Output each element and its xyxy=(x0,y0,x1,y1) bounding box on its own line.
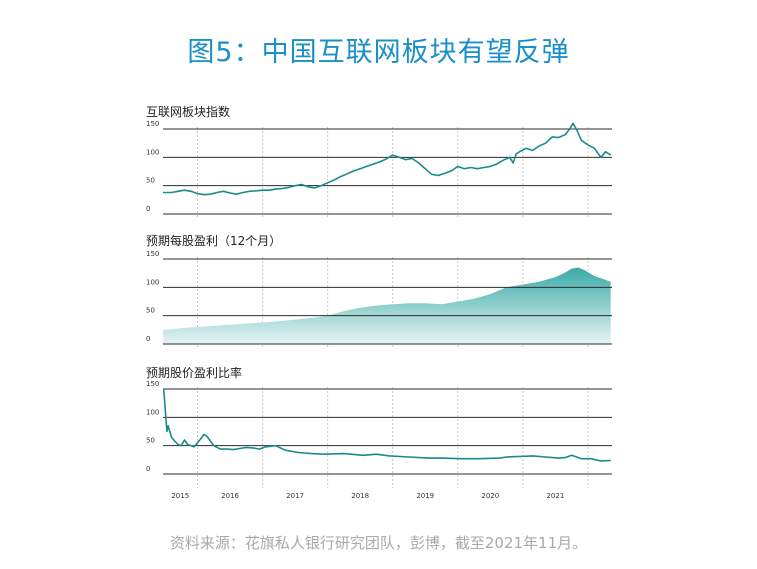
x-tick-label: 2020 xyxy=(481,492,499,500)
y-tick-label: 150 xyxy=(146,120,159,128)
y-tick-label: 100 xyxy=(146,408,159,416)
y-tick-label: 50 xyxy=(146,307,155,315)
x-tick-label: 2017 xyxy=(286,492,304,500)
index-panel: 互联网板块指数 150 100 50 0 xyxy=(146,104,612,218)
y-tick-label: 50 xyxy=(146,177,155,185)
x-tick-label: 2015 xyxy=(171,492,189,500)
y-tick-label: 0 xyxy=(146,465,150,473)
panel-title-pe: 预期股价盈利比率 xyxy=(146,365,242,380)
eps-panel: 预期每股盈利（12个月） 150 100 50 0 xyxy=(146,233,612,348)
source-note: 资料来源：花旗私人银行研究团队，彭博，截至2021年11月。 xyxy=(169,534,588,552)
x-tick-label: 2019 xyxy=(416,492,434,500)
y-tick-label: 0 xyxy=(146,335,150,343)
y-tick-label: 100 xyxy=(146,278,159,286)
pe-line xyxy=(162,388,611,462)
index-line xyxy=(163,122,612,196)
y-tick-label: 100 xyxy=(146,148,159,156)
y-tick-label: 150 xyxy=(146,250,159,258)
x-tick-label: 2016 xyxy=(221,492,239,500)
y-tick-label: 0 xyxy=(146,205,150,213)
pe-panel: 预期股价盈利比率 150 100 50 0 2015 2016 2017 2018 2019 2… xyxy=(146,365,612,500)
page-title: 图5：中国互联网板块有望反弹 xyxy=(187,37,570,68)
x-tick-label: 2018 xyxy=(351,492,369,500)
x-tick-label: 2021 xyxy=(546,492,564,500)
panel-title-index: 互联网板块指数 xyxy=(146,104,230,119)
panel-title-eps: 预期每股盈利（12个月） xyxy=(146,233,281,248)
eps-area xyxy=(163,267,611,344)
y-tick-label: 50 xyxy=(146,437,155,445)
y-tick-label: 150 xyxy=(146,380,159,388)
